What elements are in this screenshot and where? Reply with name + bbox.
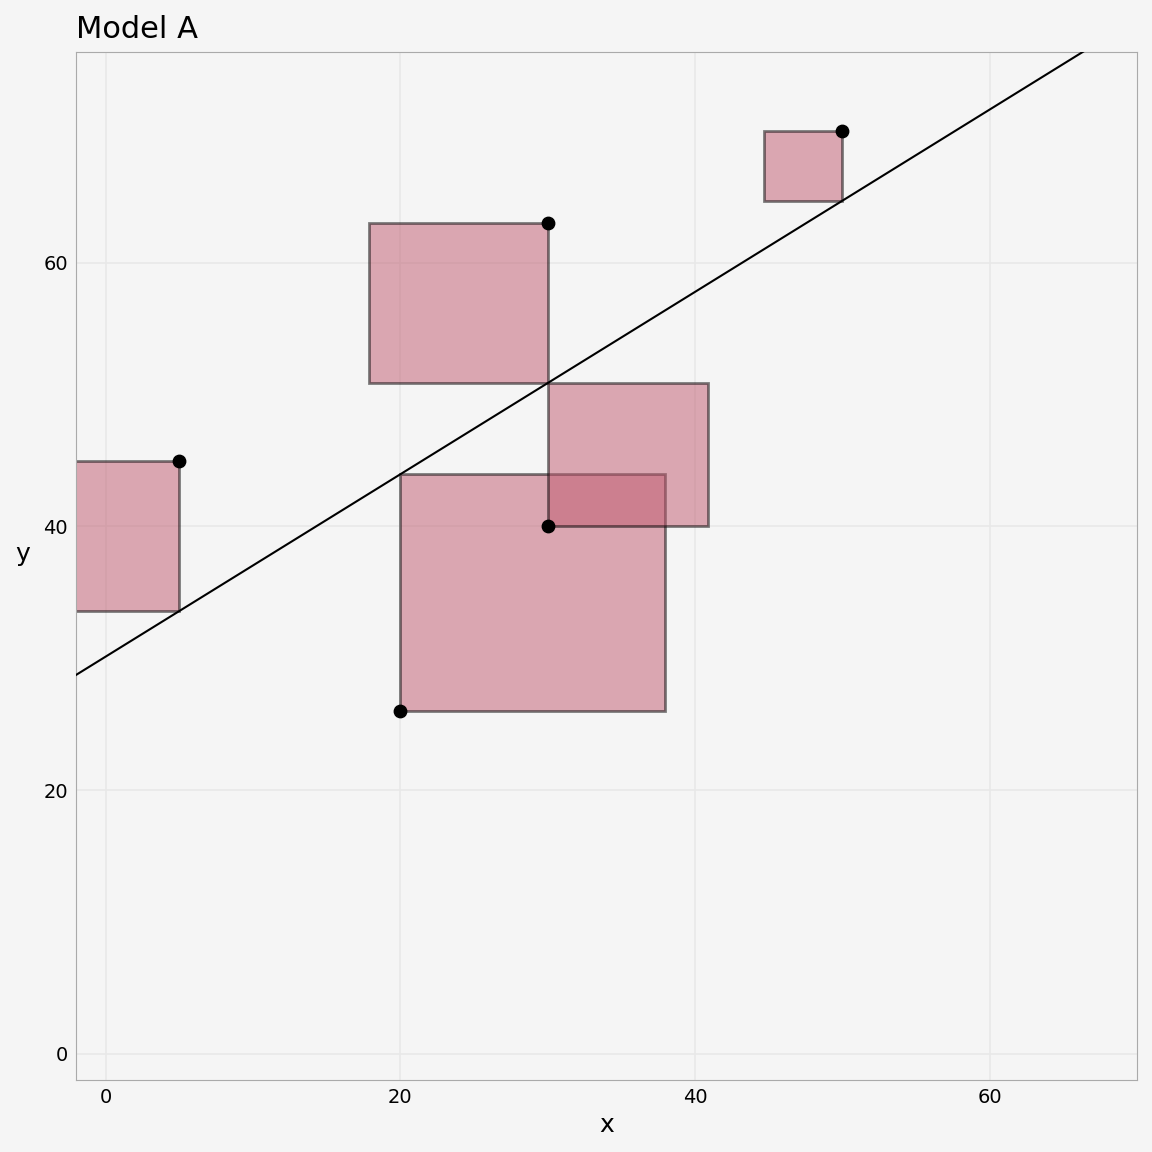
Bar [369, 223, 547, 384]
Point [170, 452, 189, 470]
Y-axis label: y: y [15, 541, 30, 566]
Bar [547, 384, 707, 526]
Point [538, 214, 556, 233]
Text: Model A: Model A [76, 15, 198, 44]
Point [833, 122, 851, 141]
Bar [12, 461, 180, 611]
Point [538, 517, 556, 536]
Bar [400, 475, 665, 711]
X-axis label: x: x [599, 1113, 614, 1137]
Point [391, 702, 409, 720]
Bar [765, 131, 842, 200]
